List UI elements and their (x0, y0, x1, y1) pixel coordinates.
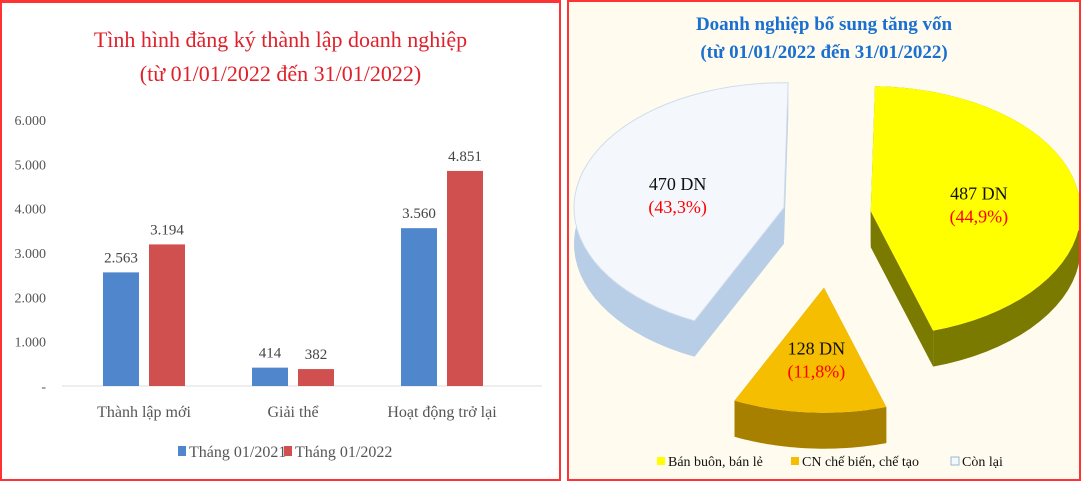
slice-percent-label: (43,3%) (648, 197, 706, 218)
bar-value-label: 3.194 (150, 222, 184, 238)
pie-slice (573, 82, 789, 322)
slice-count-label: 487 DN (950, 184, 1008, 204)
pie-slice (734, 287, 887, 413)
legend-swatch (791, 457, 799, 465)
slice-count-label: 470 DN (649, 174, 707, 194)
pie-chart-title: Doanh nghiệp bổ sung tăng vốn (695, 14, 953, 35)
pie-chart-subtitle: (từ 01/01/2022 đến 31/01/2022) (700, 42, 948, 63)
x-category-label: Giải thể (267, 404, 319, 421)
legend-label: Tháng 01/2021 (189, 444, 286, 461)
y-tick-label: 3.000 (15, 247, 47, 262)
bar-value-label: 414 (259, 346, 282, 362)
bar-2021 (103, 272, 139, 386)
x-category-label: Thành lập mới (97, 404, 191, 421)
legend-label: Tháng 01/2022 (295, 444, 392, 461)
bar-2022 (447, 170, 483, 386)
pie-slice-side (734, 400, 887, 449)
bar-value-label: 2.563 (104, 250, 138, 266)
pie-slice-edge (870, 211, 934, 367)
bar-chart-panel: Tình hình đăng ký thành lập doanh nghiệp… (0, 0, 561, 481)
legend-swatch (657, 457, 665, 465)
bar-chart: - 1.000 2.000 3.000 4.000 5.000 6.000 2.563 3.19… (15, 114, 542, 461)
legend-label: Bán buôn, bán lẻ (668, 455, 763, 470)
legend-swatch (178, 446, 186, 456)
pie-slice (870, 86, 1079, 331)
legend-label: CN chế biến, chế tạo (802, 455, 919, 470)
bar-2021 (401, 228, 437, 386)
bar-value-label: 4.851 (448, 149, 482, 165)
legend-swatch (284, 446, 292, 456)
pie-chart: 487 DN (44,9%) 128 DN (11,8%) 470 DN (43,3%) B… (573, 82, 1079, 470)
pie-chart-panel: Doanh nghiệp bổ sung tăng vốn (từ 01/01/… (567, 0, 1081, 481)
bar-value-label: 382 (305, 347, 328, 363)
y-tick-label: 5.000 (15, 158, 47, 173)
y-tick-label: 2.000 (15, 291, 47, 306)
pie-slice-edge (694, 207, 784, 357)
legend-label: Còn lại (962, 455, 1003, 470)
bar-chart-title: Tình hình đăng ký thành lập doanh nghiệp (93, 27, 468, 52)
bar-value-label: 3.560 (402, 206, 436, 222)
y-tick-label: 6.000 (15, 114, 47, 129)
x-category-label: Hoạt động trở lại (387, 404, 497, 421)
bar-2021 (252, 367, 288, 386)
slice-percent-label: (11,8%) (787, 361, 845, 382)
slice-count-label: 128 DN (788, 338, 846, 358)
y-tick-label: 4.000 (15, 203, 47, 218)
bar-chart-subtitle: (từ 01/01/2022 đến 31/01/2022) (139, 61, 422, 86)
legend-swatch (950, 456, 960, 466)
slice-percent-label: (44,9%) (950, 207, 1008, 228)
bar-2022 (149, 244, 185, 386)
y-tick-label: - (41, 380, 46, 395)
y-tick-label: 1.000 (15, 336, 47, 351)
bar-2022 (298, 369, 334, 386)
